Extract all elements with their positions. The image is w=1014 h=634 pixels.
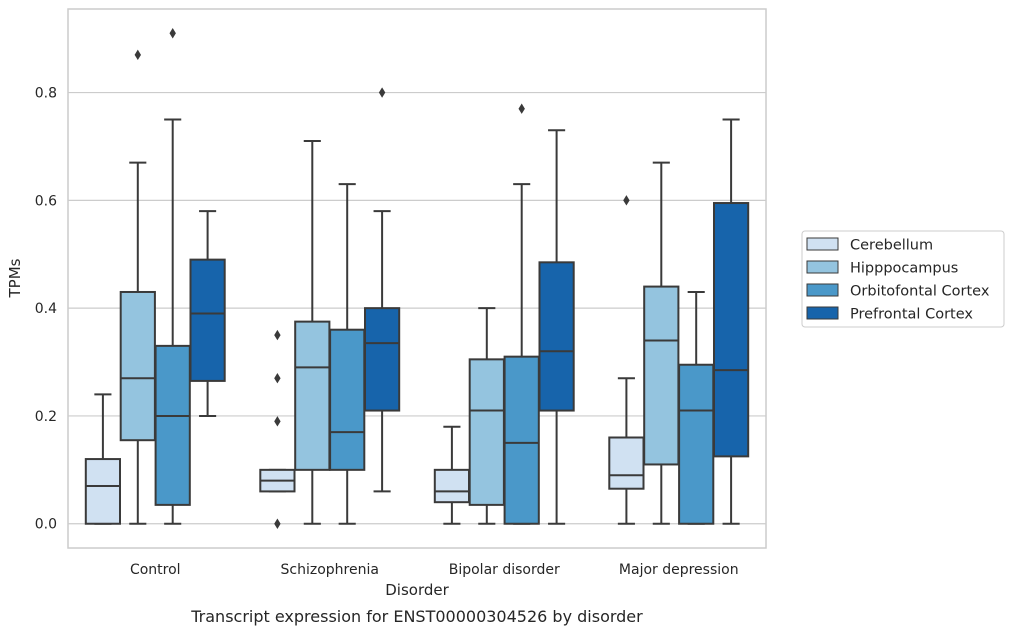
- outlier-point: [623, 195, 630, 206]
- box: [154, 344, 191, 506]
- legend-label: Prefrontal Cortex: [850, 307, 973, 323]
- y-tick-label: 0.6: [35, 193, 57, 209]
- x-tick-labels: Control Schizophrenia Bipolar disorder Majo…: [130, 562, 739, 578]
- box-group: [84, 393, 122, 525]
- box: [468, 358, 505, 506]
- box-group: [433, 425, 471, 525]
- y-axis-label: TPMs: [6, 258, 24, 298]
- x-tick-label: Bipolar disorder: [449, 562, 560, 578]
- box: [329, 328, 366, 471]
- box-group: [503, 103, 540, 525]
- legend: Cerebellum Hipppocampus Orbitofontal Corte…: [801, 230, 1005, 328]
- box: [119, 290, 156, 442]
- box: [643, 285, 680, 466]
- outlier-point: [274, 373, 281, 384]
- box-group: [329, 183, 366, 525]
- box-group: [189, 210, 226, 417]
- box-group: [294, 140, 331, 525]
- y-tick-label: 0.0: [35, 517, 57, 533]
- y-tick-label: 0.8: [35, 86, 57, 102]
- legend-swatch: [806, 283, 839, 297]
- box: [363, 307, 401, 412]
- box: [294, 320, 331, 471]
- box-group: [538, 129, 575, 525]
- box: [84, 458, 122, 525]
- legend-label: Cerebellum: [850, 238, 933, 254]
- box: [503, 355, 540, 525]
- legend-label: Hipppocampus: [850, 261, 958, 277]
- y-tick-label: 0.4: [35, 301, 57, 317]
- x-tick-label: Major depression: [619, 562, 739, 578]
- outlier-point: [274, 518, 281, 529]
- box-group: [154, 28, 191, 525]
- box-group: [363, 87, 401, 493]
- box-layer: [84, 28, 750, 529]
- y-tick-labels: 0.0 0.2 0.4 0.6 0.8: [35, 86, 57, 533]
- legend-swatch: [806, 306, 839, 320]
- x-axis-label: Disorder: [385, 581, 449, 599]
- outlier-point: [378, 87, 386, 98]
- box: [608, 436, 645, 490]
- plot-frame: [67, 8, 767, 549]
- box-group: [678, 290, 715, 525]
- outlier-point: [169, 28, 176, 39]
- box: [678, 363, 715, 525]
- legend-label: Orbitofontal Cortex: [850, 284, 990, 300]
- box: [712, 202, 750, 458]
- legend-swatch: [806, 260, 839, 274]
- box: [189, 258, 226, 382]
- legend-swatch: [806, 237, 839, 251]
- outlier-point: [134, 49, 141, 61]
- box: [433, 468, 471, 504]
- box-group: [259, 329, 296, 529]
- x-tick-label: Schizophrenia: [281, 562, 379, 578]
- chart-caption: Transcript expression for ENST0000030452…: [190, 607, 643, 626]
- outlier-point: [274, 329, 281, 341]
- box-group: [119, 49, 156, 525]
- box: [538, 261, 575, 412]
- outlier-point: [274, 416, 281, 427]
- outlier-point: [518, 103, 525, 114]
- legend-frame: [801, 230, 1005, 328]
- box-group: [712, 118, 750, 525]
- x-tick-label: Control: [130, 562, 181, 578]
- y-tick-label: 0.2: [35, 409, 57, 425]
